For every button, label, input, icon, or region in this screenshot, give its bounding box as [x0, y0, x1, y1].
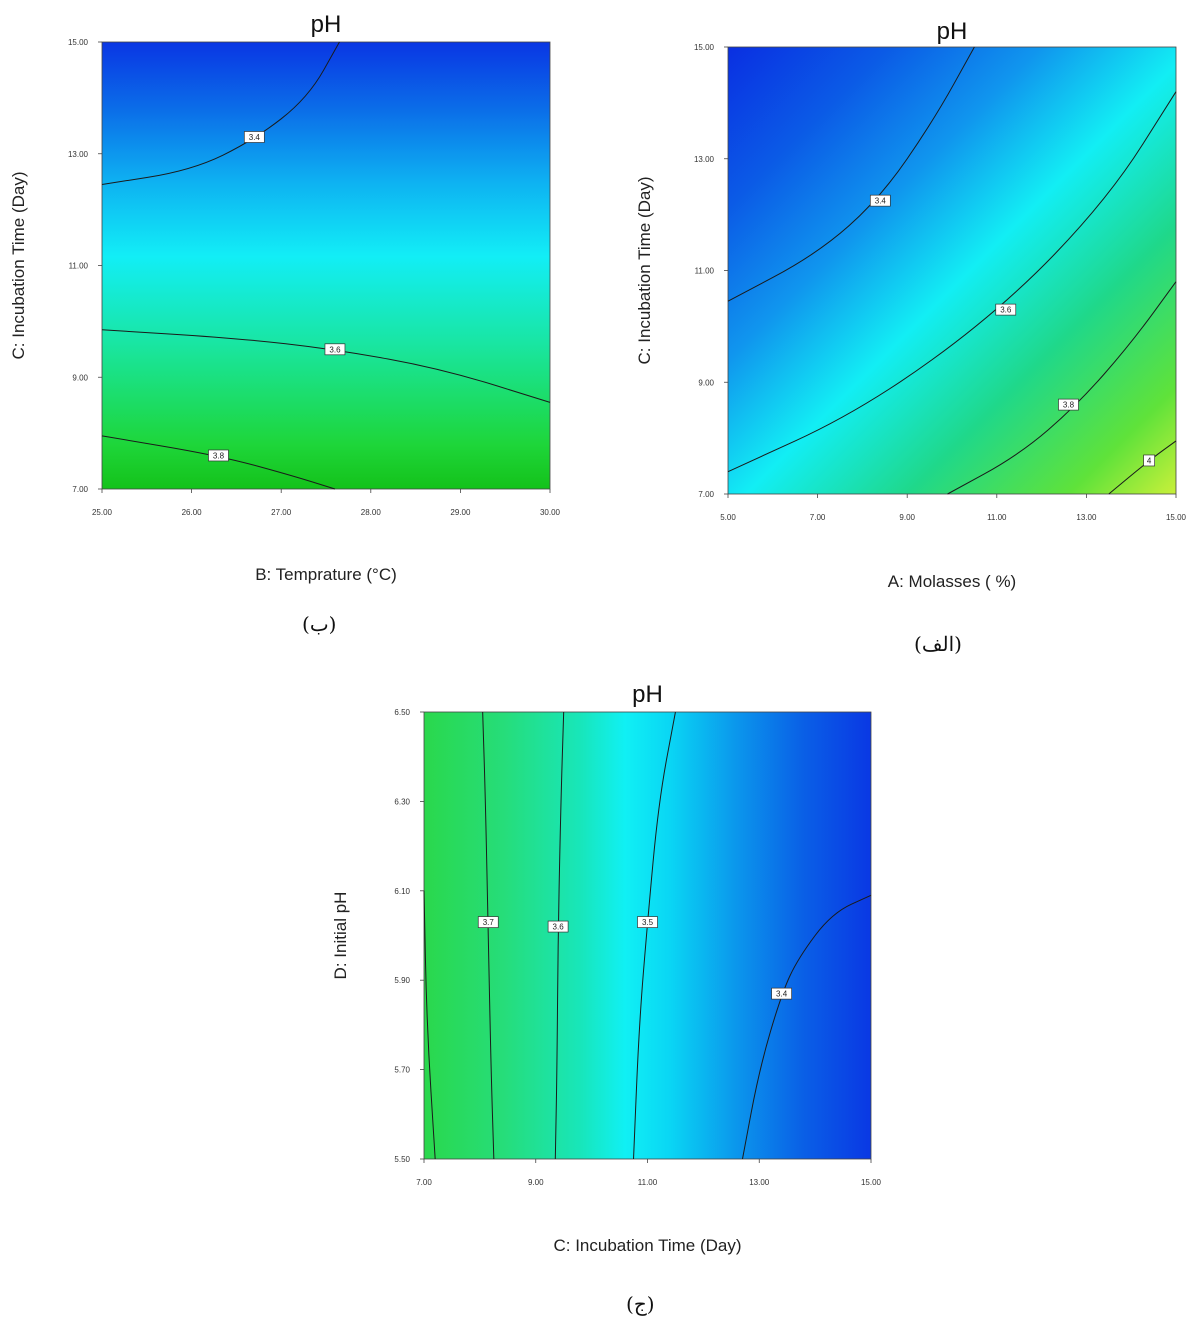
- contour-plot-initial-ph: 3.7 3.6 3.5 3.4 7.00 9.00 11.00 13.00 15.00 5.50 5…: [300, 660, 920, 1280]
- x-tick-label: 9.00: [899, 513, 915, 522]
- y-tick-label: 5.70: [394, 1066, 410, 1075]
- contour-plot-molasses: 3.4 3.6 3.8 4 5.00 7.00 9.00 11.00 13.00 15.00 7.0…: [600, 0, 1193, 660]
- contour-line: [482, 711, 495, 1160]
- y-tick-label: 5.90: [394, 976, 410, 985]
- x-tick-label: 7.00: [810, 513, 826, 522]
- chart-title: pH: [311, 11, 342, 38]
- caption-b: (ب): [302, 612, 337, 636]
- contour-label-box: [243, 131, 265, 143]
- contour-label: 3.6: [553, 923, 565, 932]
- contour-line: [423, 890, 436, 1160]
- y-tick-label: 13.00: [68, 150, 89, 159]
- y-tick-label: 6.30: [394, 797, 410, 806]
- y-axis-label: D: Initial pH: [331, 892, 350, 980]
- contour-label: 3.5: [642, 918, 654, 927]
- x-tick-label: 5.00: [720, 513, 736, 522]
- contour-line: [727, 91, 1177, 473]
- contour-label: 3.4: [875, 197, 887, 206]
- y-tick-label: 9.00: [72, 373, 88, 382]
- y-tick-label: 15.00: [694, 43, 715, 52]
- x-tick-label: 13.00: [749, 1178, 770, 1187]
- y-tick-label: 11.00: [695, 267, 715, 276]
- chart-initial-ph-svg: 3.7 3.6 3.5 3.4 7.00 9.00 11.00 13.00 15.00 5.50 5…: [331, 681, 882, 1255]
- y-tick-label: 5.50: [394, 1155, 410, 1164]
- chart-molasses-svg: 3.4 3.6 3.8 4 5.00 7.00 9.00 11.00 13.00 15.00 7.0…: [635, 18, 1187, 591]
- x-axis-label: A: Molasses ( %): [888, 572, 1016, 591]
- x-tick-label: 13.00: [1076, 513, 1097, 522]
- x-tick-label: 15.00: [861, 1178, 882, 1187]
- contour-label-box: [1058, 398, 1079, 411]
- x-tick-label: 27.00: [271, 508, 292, 517]
- contour-label-box: [547, 920, 569, 933]
- contour-line: [554, 711, 565, 1160]
- y-tick-label: 7.00: [72, 485, 88, 494]
- contour-label-box: [637, 916, 658, 928]
- contour-label: 3.4: [776, 990, 788, 999]
- chart-temperature-svg: 3.4 3.6 3.8 25.00 26.00 27.00 28.00 29.00 30.00 7…: [9, 11, 561, 584]
- y-tick-label: 15.00: [68, 38, 89, 47]
- y-tick-label: 13.00: [694, 155, 715, 164]
- x-axis-label: B: Temprature (°C): [255, 565, 397, 584]
- y-tick-label: 11.00: [69, 262, 89, 271]
- contour-label: 3.7: [483, 918, 495, 927]
- contour-label-box: [1143, 454, 1155, 467]
- contour-label: 3.6: [1000, 306, 1012, 315]
- y-tick-label: 7.00: [698, 490, 714, 499]
- contour-label: 3.8: [1063, 401, 1075, 410]
- plot-area: [102, 42, 550, 489]
- chart-title: pH: [937, 18, 968, 45]
- contour-label-box: [995, 303, 1017, 316]
- x-tick-label: 25.00: [92, 508, 113, 517]
- contour-line: [101, 435, 336, 490]
- contour-label-box: [477, 916, 499, 928]
- y-axis-label: C: Incubation Time (Day): [9, 171, 28, 359]
- y-tick-label: 6.50: [394, 708, 410, 717]
- contour-line: [741, 894, 872, 1160]
- contour-label-box: [324, 343, 346, 356]
- x-tick-label: 15.00: [1166, 513, 1187, 522]
- x-tick-label: 26.00: [182, 508, 203, 517]
- contour-label: 3.8: [213, 451, 225, 460]
- contour-label: 3.6: [329, 345, 341, 354]
- chart-title: pH: [632, 681, 663, 708]
- y-tick-label: 6.10: [394, 887, 410, 896]
- plot-area: [424, 712, 871, 1159]
- contour-label: 4: [1147, 456, 1152, 465]
- x-tick-label: 28.00: [361, 508, 382, 517]
- x-axis-label: C: Incubation Time (Day): [553, 1236, 741, 1255]
- contour-label-box: [771, 987, 792, 1000]
- contour-label: 3.4: [249, 133, 261, 142]
- x-tick-label: 11.00: [987, 513, 1007, 522]
- plot-area: [728, 47, 1176, 494]
- y-tick-label: 9.00: [698, 378, 714, 387]
- x-tick-label: 7.00: [416, 1178, 432, 1187]
- caption-a: (الف): [914, 632, 962, 656]
- x-tick-label: 29.00: [450, 508, 471, 517]
- contour-plot-temperature: 3.4 3.6 3.8 25.00 26.00 27.00 28.00 29.00 30.00 7…: [0, 0, 590, 650]
- contour-label-box: [208, 449, 229, 462]
- y-axis-label: C: Incubation Time (Day): [635, 176, 654, 364]
- x-tick-label: 9.00: [528, 1178, 544, 1187]
- contour-label-box: [869, 194, 891, 207]
- x-tick-label: 30.00: [540, 508, 561, 517]
- caption-c: (ج): [626, 1292, 655, 1316]
- x-tick-label: 11.00: [638, 1178, 658, 1187]
